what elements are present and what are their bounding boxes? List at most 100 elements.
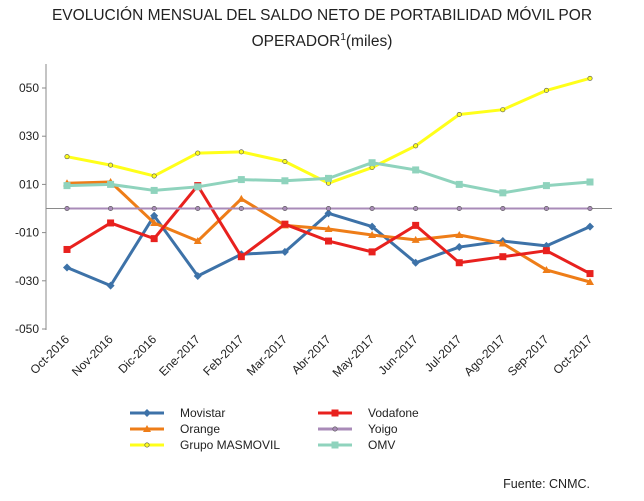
legend-label-orange: Orange <box>180 422 220 436</box>
data-point-omv <box>325 174 332 182</box>
x-tick-label: Jun-2017 <box>376 332 422 378</box>
data-point-omv <box>150 186 158 194</box>
legend-label-grupo-masmovil: Grupo MASMOVIL <box>180 438 280 452</box>
data-point-omv <box>455 180 463 188</box>
y-tick-label: 050 <box>19 81 39 95</box>
x-tick-label: Oct-2017 <box>550 332 595 377</box>
data-point-omv <box>542 182 550 190</box>
legend-marker-orange <box>143 425 151 432</box>
data-point-vodafone <box>150 235 158 243</box>
data-point-orange <box>455 231 464 239</box>
data-point-yoigo <box>500 206 506 212</box>
data-point-vodafone <box>499 253 507 261</box>
data-point-omv <box>586 178 594 186</box>
chart-title-units: (miles) <box>346 33 393 50</box>
chart-title-superscript: 1 <box>340 32 346 43</box>
data-point-grupo-masmovil <box>456 112 462 118</box>
data-point-omv <box>194 183 202 191</box>
data-point-yoigo <box>238 206 244 212</box>
data-point-yoigo <box>282 206 288 212</box>
data-point-vodafone <box>325 237 332 245</box>
data-point-movistar <box>63 263 71 272</box>
data-point-movistar <box>280 247 289 256</box>
x-tick-label: Nov-2016 <box>69 332 116 379</box>
x-tick-label: Abr-2017 <box>289 332 334 377</box>
y-tick-label: -030 <box>15 274 39 288</box>
data-point-omv <box>237 176 245 184</box>
source-note: Fuente: CNMC. <box>503 477 590 491</box>
legend-marker-vodafone <box>331 409 339 417</box>
data-point-vodafone <box>63 245 71 253</box>
legend-item-grupo-masmovil: Grupo MASMOVIL <box>130 438 280 452</box>
data-point-omv <box>499 189 507 197</box>
data-point-orange <box>498 239 507 247</box>
legend-marker-grupo-masmovil <box>144 442 150 448</box>
chart-title-line1: EVOLUCIÓN MENSUAL DEL SALDO NETO DE PORT… <box>52 7 592 24</box>
chart-title-line2: OPERADOR1(miles) <box>252 32 393 50</box>
legend-item-vodafone: Vodafone <box>318 406 419 420</box>
data-point-vodafone <box>586 270 594 278</box>
data-point-orange <box>324 224 333 232</box>
data-point-grupo-masmovil <box>64 154 70 160</box>
x-tick-label: Sep-2017 <box>505 332 552 379</box>
legend-marker-omv <box>331 441 339 449</box>
legend-item-orange: Orange <box>130 422 220 436</box>
x-tick-label: Dic-2016 <box>115 332 159 376</box>
data-point-grupo-masmovil <box>195 150 201 156</box>
chart-title-operator: OPERADOR <box>252 33 341 50</box>
x-tick-label: Feb-2017 <box>200 332 246 378</box>
data-point-movistar <box>193 271 202 280</box>
y-tick-label: 010 <box>19 177 39 191</box>
data-point-grupo-masmovil <box>587 75 593 81</box>
legend-item-yoigo: Yoigo <box>318 422 398 436</box>
legend-marker-movistar <box>143 409 151 417</box>
data-point-yoigo <box>325 206 331 212</box>
legend-label-movistar: Movistar <box>180 406 225 420</box>
data-point-movistar <box>324 209 333 218</box>
x-tick-label: Mar-2017 <box>244 332 290 378</box>
data-point-grupo-masmovil <box>413 143 419 149</box>
data-point-grupo-masmovil <box>282 159 288 165</box>
data-point-yoigo <box>151 206 157 212</box>
legend-marker-yoigo <box>332 426 338 432</box>
data-point-vodafone <box>368 248 376 256</box>
data-point-yoigo <box>456 206 462 212</box>
data-point-grupo-masmovil <box>108 162 114 168</box>
data-point-yoigo <box>413 206 419 212</box>
data-point-omv <box>107 180 115 188</box>
data-point-yoigo <box>195 206 201 212</box>
series-omv <box>63 159 594 197</box>
data-point-movistar <box>586 222 594 231</box>
data-point-yoigo <box>543 206 549 212</box>
data-point-omv <box>368 159 376 167</box>
data-point-orange <box>411 235 420 243</box>
data-point-orange <box>368 231 377 239</box>
legend-label-yoigo: Yoigo <box>368 422 398 436</box>
data-point-orange <box>542 265 551 273</box>
legend-item-omv: OMV <box>318 438 395 452</box>
data-point-vodafone <box>107 219 115 227</box>
legend: Movistar Orange Grupo MASMOVIL Vodafone Yoig… <box>130 406 419 452</box>
legend-label-omv: OMV <box>368 438 395 452</box>
data-point-omv <box>281 177 289 185</box>
x-tick-label: May-2017 <box>330 332 378 380</box>
data-point-yoigo <box>108 206 114 212</box>
data-point-yoigo <box>64 206 70 212</box>
x-tick-label: Oct-2016 <box>27 332 72 377</box>
data-point-orange <box>193 237 202 245</box>
data-point-omv <box>412 166 420 174</box>
series-yoigo <box>64 206 593 212</box>
data-point-grupo-masmovil <box>238 149 244 155</box>
data-point-vodafone <box>455 259 463 267</box>
data-point-movistar <box>411 258 420 267</box>
legend-label-vodafone: Vodafone <box>368 406 419 420</box>
data-point-yoigo <box>587 206 593 212</box>
y-tick-label: 030 <box>19 129 39 143</box>
data-point-movistar <box>106 281 115 290</box>
x-tick-label: Ene-2017 <box>156 332 203 379</box>
data-point-movistar <box>455 243 464 252</box>
legend-item-movistar: Movistar <box>130 406 225 420</box>
series-group <box>63 75 594 290</box>
y-tick-label: -010 <box>15 226 39 240</box>
